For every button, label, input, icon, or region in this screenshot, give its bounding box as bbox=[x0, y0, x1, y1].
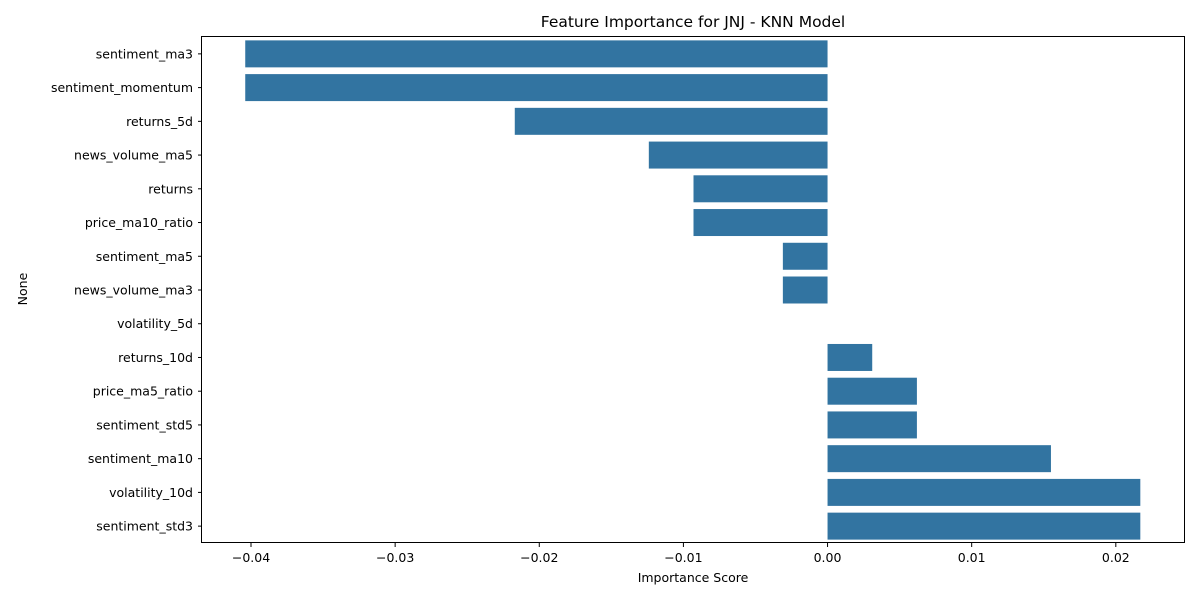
bar-price-ma10-ratio bbox=[693, 209, 828, 237]
bar-sentiment-std5 bbox=[827, 411, 917, 439]
x-tick-label: −0.01 bbox=[664, 550, 702, 565]
bar-sentiment-ma3 bbox=[245, 40, 828, 68]
y-tick-label: sentiment_ma3 bbox=[96, 46, 193, 61]
x-tick-label: −0.03 bbox=[376, 550, 414, 565]
plot-frame bbox=[201, 36, 1185, 543]
y-tick-label: sentiment_std3 bbox=[96, 519, 193, 534]
bar-returns bbox=[693, 175, 828, 203]
bars-group bbox=[245, 40, 1141, 540]
y-tick-label: volatility_10d bbox=[109, 485, 193, 500]
bar-returns-10d bbox=[827, 343, 873, 371]
bar-news-volume-ma3 bbox=[782, 276, 828, 304]
y-tick-label: sentiment_momentum bbox=[51, 80, 193, 95]
y-tick-label: sentiment_ma10 bbox=[88, 451, 193, 466]
y-tick-labels: sentiment_ma3 sentiment_momentum returns_5… bbox=[51, 46, 202, 534]
x-ticks-group: −0.04 −0.03 −0.02 −0.01 0.00 0.01 0.02 bbox=[232, 543, 1130, 565]
bar-news-volume-ma5 bbox=[648, 141, 828, 169]
y-tick-label: sentiment_ma5 bbox=[96, 249, 193, 264]
y-axis-label: None bbox=[15, 272, 30, 305]
bar-price-ma5-ratio bbox=[827, 377, 917, 405]
y-tick-label: price_ma5_ratio bbox=[93, 384, 193, 399]
x-tick-label: −0.04 bbox=[232, 550, 270, 565]
bar-sentiment-momentum bbox=[245, 74, 828, 102]
y-tick-label: news_volume_ma5 bbox=[74, 148, 193, 163]
x-tick-label: −0.02 bbox=[520, 550, 558, 565]
y-tick-label: news_volume_ma3 bbox=[74, 283, 193, 298]
x-tick-label: 0.00 bbox=[814, 550, 842, 565]
bar-sentiment-std3 bbox=[827, 512, 1141, 540]
y-tick-label: returns bbox=[148, 181, 193, 196]
x-tick-label: 0.01 bbox=[958, 550, 986, 565]
bar-sentiment-ma10 bbox=[827, 445, 1051, 473]
y-tick-label: returns_10d bbox=[118, 350, 193, 365]
y-tick-label: sentiment_std5 bbox=[96, 417, 193, 432]
y-tick-label: volatility_5d bbox=[117, 316, 193, 331]
bar-returns-5d bbox=[514, 107, 828, 135]
x-tick-label: 0.02 bbox=[1102, 550, 1130, 565]
bar-volatility-10d bbox=[827, 478, 1141, 506]
y-tick-label: price_ma10_ratio bbox=[85, 215, 193, 230]
bar-sentiment-ma5 bbox=[782, 242, 828, 270]
y-tick-label: returns_5d bbox=[126, 114, 193, 129]
chart-title: Feature Importance for JNJ - KNN Model bbox=[541, 13, 846, 31]
x-axis-label: Importance Score bbox=[638, 570, 749, 585]
